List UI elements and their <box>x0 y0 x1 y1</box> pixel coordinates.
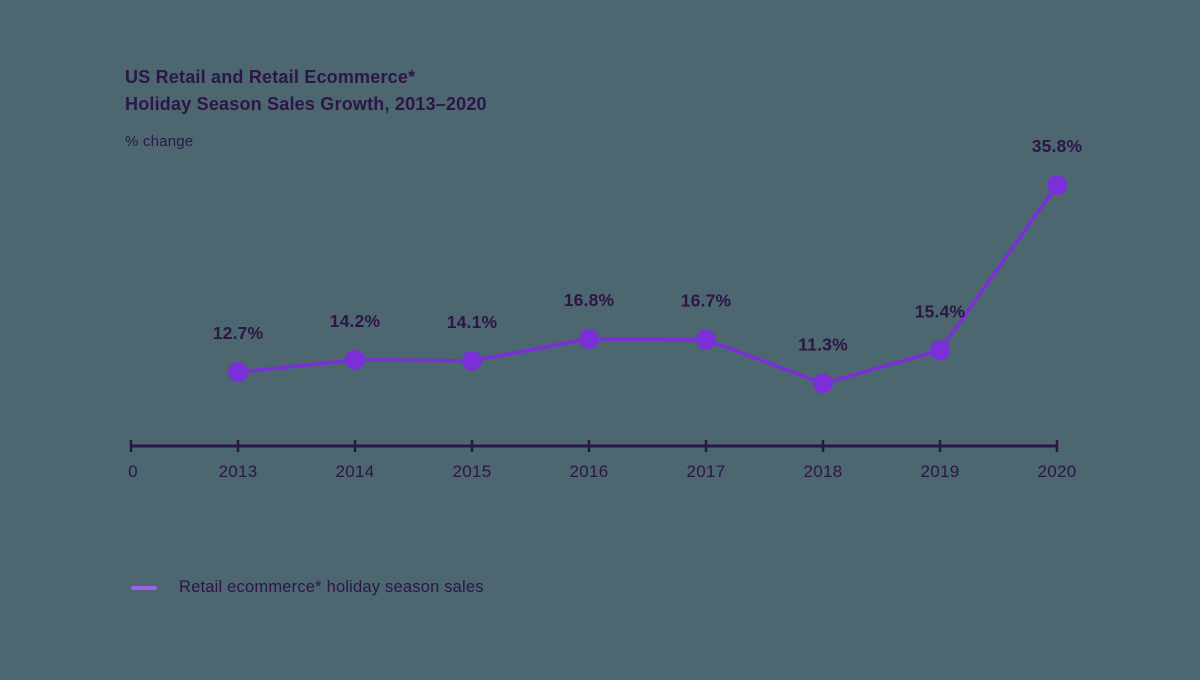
data-point-label-2017: 16.7% <box>681 291 732 311</box>
x-axis-label-2014: 2014 <box>335 462 374 481</box>
chart-title-line2: Holiday Season Sales Growth, 2013–2020 <box>125 94 487 114</box>
data-point-label-2015: 14.1% <box>447 312 498 332</box>
data-point-2013 <box>228 362 248 383</box>
legend: Retail ecommerce* holiday season sales <box>131 578 484 597</box>
legend-label: Retail ecommerce* holiday season sales <box>179 578 484 596</box>
x-axis-label-2016: 2016 <box>569 462 608 481</box>
data-point-2019 <box>930 340 950 361</box>
y-axis-unit-label: % change <box>125 133 194 150</box>
x-axis-label-2019: 2019 <box>920 462 959 481</box>
x-axis-label-2018: 2018 <box>803 462 842 481</box>
data-point-label-2020: 35.8% <box>1032 136 1083 156</box>
data-point-2020 <box>1047 175 1067 196</box>
chart-title: US Retail and Retail Ecommerce* Holiday … <box>125 64 487 118</box>
data-point-label-2018: 11.3% <box>798 334 848 354</box>
x-axis-label-2013: 2013 <box>218 462 257 481</box>
legend-line-swatch <box>131 585 157 590</box>
data-point-label-2013: 12.7% <box>213 323 264 343</box>
data-point-2016 <box>579 328 599 349</box>
x-axis-origin-label: 0 <box>128 462 138 481</box>
data-point-label-2016: 16.8% <box>564 290 615 310</box>
data-point-2015 <box>462 350 482 371</box>
x-axis-label-2020: 2020 <box>1037 462 1076 481</box>
chart-title-line1: US Retail and Retail Ecommerce* <box>125 67 416 87</box>
data-point-label-2019: 15.4% <box>915 301 966 321</box>
x-axis-label-2017: 2017 <box>686 462 725 481</box>
trend-line <box>237 184 1059 386</box>
x-axis-label-2015: 2015 <box>452 462 491 481</box>
data-point-label-2014: 14.2% <box>330 311 381 331</box>
data-point-2017 <box>696 329 716 350</box>
data-point-2014 <box>345 349 365 370</box>
data-point-2018 <box>813 373 833 394</box>
